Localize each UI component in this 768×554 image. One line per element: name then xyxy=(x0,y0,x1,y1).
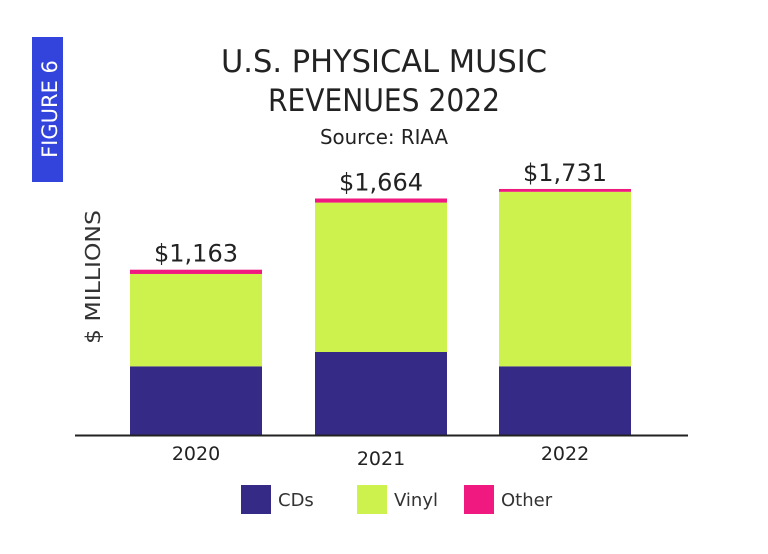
labels-group: $1,163 2020 $1,664 2021 $1,731 2022 xyxy=(154,159,607,470)
bar-other-2021 xyxy=(315,198,447,203)
legend-label-cds: CDs xyxy=(278,490,314,511)
legend-label-vinyl: Vinyl xyxy=(394,490,438,511)
y-axis-label: $ MILLIONS xyxy=(81,210,105,344)
total-label-2021: $1,664 xyxy=(339,168,423,196)
bar-vinyl-2022 xyxy=(499,191,631,367)
total-label-2020: $1,163 xyxy=(154,240,238,268)
figure-label-box xyxy=(32,37,63,182)
figure-label: FIGURE 6 xyxy=(38,60,62,158)
legend-label-other: Other xyxy=(501,490,553,511)
x-tick-label-2022: 2022 xyxy=(541,443,589,465)
chart-title-line2: REVENUES 2022 xyxy=(268,83,500,119)
bar-vinyl-2020 xyxy=(130,273,262,367)
x-tick-label-2021: 2021 xyxy=(357,448,405,470)
legend-swatch-cds xyxy=(241,485,271,514)
legend-swatch-other xyxy=(464,485,494,514)
legend-swatch-vinyl xyxy=(357,485,387,514)
bar-vinyl-2021 xyxy=(315,202,447,352)
bar-cds-2021 xyxy=(315,351,447,435)
bar-cds-2022 xyxy=(499,366,631,435)
total-label-2022: $1,731 xyxy=(523,159,607,187)
bar-other-2020 xyxy=(130,269,262,274)
x-tick-label-2020: 2020 xyxy=(172,443,220,465)
chart-subtitle: Source: RIAA xyxy=(320,125,448,149)
bars-group xyxy=(130,188,631,435)
chart-title-line1: U.S. PHYSICAL MUSIC xyxy=(221,44,547,80)
bar-other-2022 xyxy=(499,188,631,192)
legend: CDs Vinyl Other xyxy=(241,485,553,514)
bar-cds-2020 xyxy=(130,366,262,435)
